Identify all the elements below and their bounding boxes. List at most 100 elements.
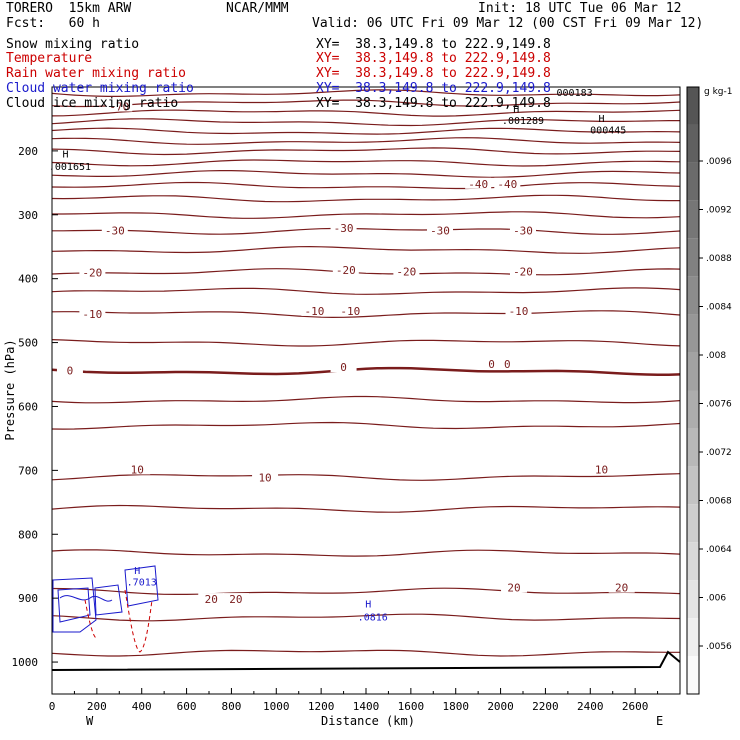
isotherm-label-bg	[393, 265, 420, 277]
y-tick-labels: 200 300 400 500 600 700 800 900 1000	[12, 145, 39, 669]
x-tick-label: 2000	[487, 700, 514, 713]
isotherm-line	[51, 421, 681, 430]
isotherm-line	[51, 170, 681, 178]
isotherm-label-bg	[510, 265, 536, 277]
isotherm-label-bg	[222, 593, 249, 605]
isotherm-label: -40	[497, 178, 517, 191]
max-annotation: H	[513, 105, 519, 116]
rain-water-contour	[124, 589, 153, 653]
x-tick-label: 2400	[577, 700, 604, 713]
colorbar-swatch	[687, 124, 699, 163]
x-tick-label: 1600	[398, 700, 425, 713]
colorbar-swatch	[687, 314, 699, 353]
y-tick-label: 600	[18, 400, 38, 413]
terrain-surface	[51, 650, 681, 671]
cloud-water-contours	[52, 565, 159, 633]
center-title: NCAR/MMM	[226, 1, 289, 16]
y-tick-label: 1000	[12, 656, 39, 669]
cloud-water-contour	[57, 587, 91, 623]
x-tick-label: 1400	[353, 700, 380, 713]
isotherm-label: 0	[488, 358, 495, 371]
colorbar-tick-label: .0076	[706, 400, 732, 410]
isotherm-line	[51, 127, 681, 135]
isotherm-line	[51, 137, 681, 145]
isotherm-line	[51, 159, 681, 167]
colorbar-swatch	[687, 238, 699, 277]
isotherm-label: 10	[131, 463, 144, 476]
isotherm-label: -30	[513, 224, 533, 237]
isotherm-label: -10	[509, 305, 529, 318]
west-label: W	[86, 714, 94, 728]
isotherm-label-bg	[330, 361, 357, 373]
isotherm-line	[51, 181, 681, 190]
isotherm-label: 20	[205, 593, 218, 606]
colorbar-frame	[686, 86, 700, 695]
y-tick-label: 900	[18, 592, 38, 605]
isotherm-label-bg	[124, 463, 151, 475]
max-annotation: H	[134, 566, 140, 577]
x-tick-label: 0	[49, 700, 56, 713]
isotherm-label-bg	[478, 357, 505, 369]
legend-temperature-xy: XY= 38.3,149.8 to 222.9,149.8	[316, 51, 551, 66]
cloud-water-contour	[94, 584, 123, 616]
colorbar-tick-label: .0096	[706, 157, 732, 167]
y-tick-label: 800	[18, 528, 38, 541]
max-annotation: H	[598, 114, 604, 125]
isotherm-label: -20	[513, 265, 533, 278]
isotherm-label-bg	[198, 593, 225, 605]
isotherm-label-bg	[494, 357, 521, 369]
isotherm-line	[51, 287, 681, 295]
colorbar-tick-label: .006	[706, 594, 726, 604]
legend-temperature: Temperature	[6, 51, 93, 66]
isotherm-label: 10	[258, 472, 271, 485]
max-annotation: .001651	[49, 162, 91, 173]
isotherm-label: 0	[504, 358, 511, 371]
colorbar-swatch	[687, 352, 699, 391]
legend-rain: Rain water mixing ratio	[6, 66, 187, 81]
cloud-water-contour	[59, 595, 113, 602]
x-tick-label: 600	[177, 700, 197, 713]
isotherm-line	[51, 245, 681, 254]
init-time: Init: 18 UTC Tue 06 Mar 12	[478, 1, 682, 16]
colorbar-tick-label: .0092	[706, 206, 732, 216]
colorbar-tick-label: .0068	[706, 497, 732, 507]
isotherm-label-bg	[427, 224, 454, 236]
isotherm-label-bg	[56, 364, 83, 376]
colorbar-tick-label: .0084	[706, 303, 732, 313]
x-tick-label: 1000	[263, 700, 290, 713]
legend-cloud-water: Cloud water mixing ratio	[6, 81, 194, 96]
colorbar-swatch	[687, 390, 699, 429]
isotherm-label-bg	[106, 100, 133, 112]
isotherm-line	[51, 395, 681, 404]
max-annotation: .7013	[127, 577, 157, 588]
cloud-water-contour	[124, 565, 159, 607]
max-annotation: .0816	[358, 613, 388, 624]
terrain-line	[51, 650, 681, 671]
y-tick-label: 200	[18, 145, 38, 158]
isotherm-line	[51, 109, 681, 117]
valid-time: Valid: 06 UTC Fri 09 Mar 12 (00 CST Fri …	[312, 16, 704, 31]
isotherm-label: -20	[82, 267, 102, 280]
isotherm-line	[51, 473, 681, 481]
y-axis-title: Pressure (hPa)	[3, 339, 17, 440]
colorbar-tick-label: .0088	[706, 254, 732, 264]
colorbar-tick-label: .0056	[706, 642, 732, 652]
max-annotation: 000445	[590, 126, 626, 137]
legend-cloud-water-xy: XY= 38.3,149.8 to 222.9,149.8	[316, 81, 551, 96]
isotherm-label-bg	[332, 264, 359, 276]
isotherm-line	[51, 366, 681, 376]
isotherm-label-bg	[501, 581, 528, 593]
isotherm-label: -40	[468, 178, 488, 191]
colorbar-swatch	[687, 542, 699, 581]
y-tick-label: 500	[18, 337, 38, 350]
isotherm-label: 0	[67, 364, 74, 377]
isotherm-lines	[51, 89, 681, 657]
y-tick-label: 400	[18, 273, 38, 286]
isotherm-label: -30	[430, 224, 450, 237]
rain-water-contours	[84, 589, 153, 653]
colorbar-swatch	[687, 580, 699, 619]
colorbar: .0096 .0092 .0088 .0084 .008 .0076 .0072 .0068.…	[686, 86, 732, 695]
isotherm-label-bg	[465, 177, 492, 189]
